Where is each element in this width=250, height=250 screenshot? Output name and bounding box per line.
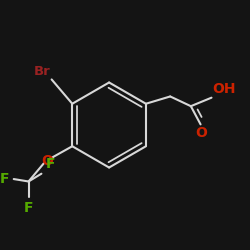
Text: F: F [24,201,33,215]
Text: OH: OH [212,82,236,96]
Text: F: F [45,157,55,171]
Text: F: F [0,172,9,186]
Text: Br: Br [34,64,50,78]
Text: O: O [41,154,53,168]
Text: O: O [195,126,207,140]
